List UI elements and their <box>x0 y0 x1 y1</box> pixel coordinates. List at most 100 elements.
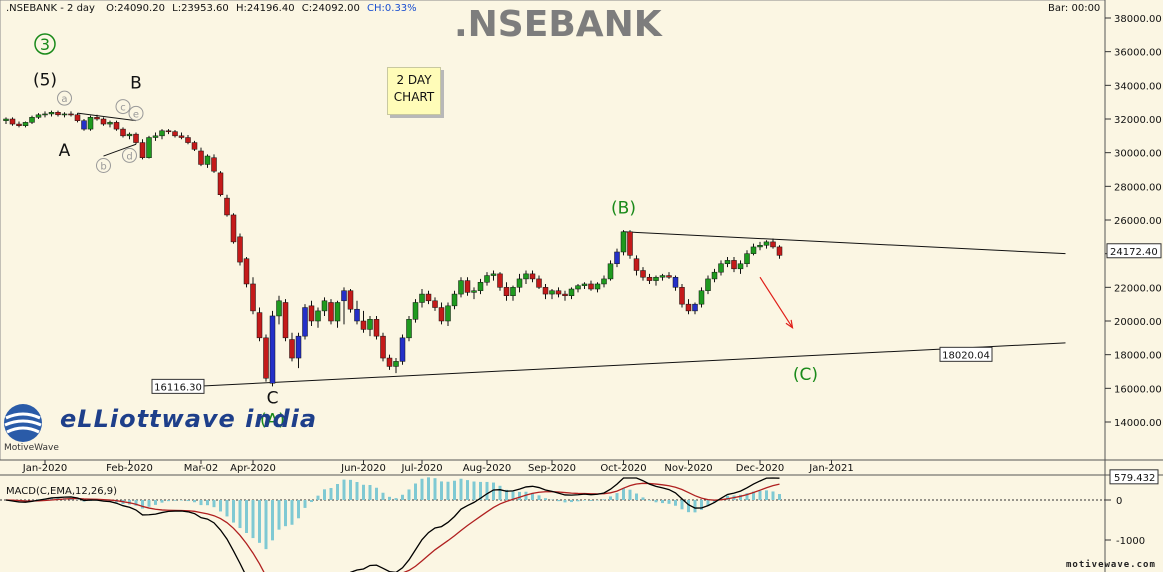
candle-body <box>393 361 399 367</box>
candle-body <box>633 258 640 271</box>
candle-body <box>211 157 217 172</box>
macd-signal-line <box>5 482 780 572</box>
candle-body <box>3 118 9 121</box>
candle-body <box>445 305 451 322</box>
wave-circle <box>34 33 56 55</box>
candle-body <box>334 302 341 322</box>
candle-body <box>744 253 750 265</box>
candlesticks <box>3 110 783 387</box>
candle-body <box>133 133 139 143</box>
candle-body <box>510 287 516 297</box>
candle-body <box>458 280 464 295</box>
candle-body <box>107 122 113 125</box>
subwave-circle <box>115 99 131 115</box>
time-tick-label: Jul-2020 <box>400 463 442 474</box>
candle-body <box>724 260 731 265</box>
candle-body <box>770 241 776 248</box>
wave-label: (5) <box>33 70 57 90</box>
time-tick-label: Oct-2020 <box>600 463 646 474</box>
elliottwave-logo <box>2 402 44 444</box>
candle-body <box>302 307 308 337</box>
candle-body <box>16 123 22 126</box>
candle-body <box>191 142 198 150</box>
candle-body <box>367 319 373 330</box>
candle-body <box>29 117 35 123</box>
candle-body <box>68 113 74 116</box>
candle-body <box>204 155 211 165</box>
candle-body <box>477 282 484 291</box>
wave-label: (C) <box>793 365 818 385</box>
motivewave-brand: MotiveWave <box>4 443 59 453</box>
candle-body <box>61 113 68 116</box>
candle-body <box>276 300 282 317</box>
time-tick-label: Jun-2020 <box>340 463 386 474</box>
trendline <box>77 112 137 122</box>
trendline <box>194 342 1066 387</box>
candle-body <box>425 293 432 302</box>
footer-url[interactable]: motivewave.com <box>1066 560 1156 570</box>
candle-body <box>529 273 536 280</box>
time-tick-label: Jan-2020 <box>22 463 67 474</box>
candle-body <box>399 337 406 362</box>
candle-body <box>757 245 763 248</box>
candle-body <box>666 275 672 278</box>
candle-body <box>321 300 328 312</box>
candle-body <box>627 231 633 256</box>
candle-body <box>484 275 490 283</box>
price-tick-label: 32000.00 <box>1114 115 1162 126</box>
symbol-timeframe[interactable]: .NSEBANK - 2 day <box>6 3 95 14</box>
candle-body <box>347 290 354 310</box>
candle-body <box>380 335 386 359</box>
candle-body <box>685 303 692 312</box>
wave-label: (A) <box>260 410 285 430</box>
candle-body <box>55 112 61 116</box>
candle-body <box>763 241 770 246</box>
candle-body <box>341 290 347 302</box>
candle-body <box>35 114 42 118</box>
candle-body <box>230 214 237 243</box>
candle-body <box>172 131 178 137</box>
candle-body <box>198 150 204 165</box>
time-tick-label: Jan-2021 <box>808 463 853 474</box>
candle-body <box>243 258 250 285</box>
subwave-label: d <box>126 151 132 162</box>
candle-body <box>386 357 393 367</box>
candle-body <box>549 290 555 295</box>
price-tick-label: 28000.00 <box>1114 182 1162 193</box>
time-tick-label: Nov-2020 <box>664 463 712 474</box>
candle-body <box>614 251 620 265</box>
projection-arrow <box>759 276 794 329</box>
subwave-circle <box>96 158 111 173</box>
wave-label: 3 <box>40 35 50 54</box>
candle-body <box>640 270 646 278</box>
candle-body <box>42 113 48 116</box>
price-axis: 14000.00 16000.00 18000.00 20000.00 22000.00… <box>1105 14 1162 429</box>
subwave-circle <box>57 90 72 106</box>
time-axis: Jan-2020 Feb-2020 Mar-02 Apr-2020 Jun-2020 Ju… <box>22 460 854 474</box>
candle-body <box>9 118 16 125</box>
subwave-label: e <box>133 109 139 120</box>
current-price-label: 24172.40 <box>1110 247 1158 258</box>
time-tick-label: Dec-2020 <box>736 463 784 474</box>
candle-body <box>555 290 562 295</box>
high-value: H:24196.40 <box>235 3 295 14</box>
wave-label: A <box>59 141 71 161</box>
time-tick-label: Feb-2020 <box>106 463 153 474</box>
candle-body <box>718 263 724 273</box>
candle-body <box>503 287 510 297</box>
price-tick-label: 34000.00 <box>1114 81 1162 92</box>
chart-title: .NSEBANK <box>454 4 662 45</box>
candle-body <box>269 315 276 384</box>
header-ohlc: .NSEBANK - 2 day O:24090.20 L:23953.60 H… <box>6 3 417 14</box>
subwave-circle <box>128 105 144 121</box>
wave-label: B <box>130 74 142 94</box>
candle-body <box>360 320 367 330</box>
subwave-label: c <box>120 103 126 114</box>
current-price-box <box>1106 243 1162 259</box>
candle-body <box>705 278 711 291</box>
candle-body <box>250 283 256 312</box>
change-value: CH:0.33% <box>367 3 417 14</box>
subwave-circle <box>122 147 137 163</box>
price-level-box <box>939 346 993 362</box>
